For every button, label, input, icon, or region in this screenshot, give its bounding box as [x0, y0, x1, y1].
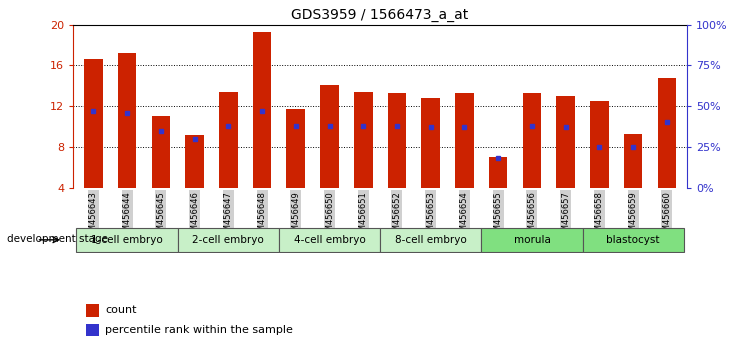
Text: GSM456655: GSM456655 [493, 191, 503, 242]
Bar [455, 93, 474, 188]
Bar [219, 92, 238, 188]
Text: GSM456652: GSM456652 [393, 191, 401, 242]
FancyBboxPatch shape [178, 228, 279, 252]
Bar [354, 92, 373, 188]
Text: GSM456660: GSM456660 [662, 191, 671, 242]
FancyBboxPatch shape [77, 228, 178, 252]
Bar [84, 59, 102, 188]
FancyBboxPatch shape [380, 228, 481, 252]
Text: GSM456643: GSM456643 [89, 191, 98, 242]
Text: 2-cell embryo: 2-cell embryo [192, 235, 264, 245]
Text: 4-cell embryo: 4-cell embryo [294, 235, 366, 245]
Text: GSM456646: GSM456646 [190, 191, 199, 242]
Bar [556, 96, 575, 188]
Bar [253, 32, 271, 188]
Text: GSM456653: GSM456653 [426, 191, 435, 242]
Bar [387, 93, 406, 188]
Bar [523, 93, 541, 188]
Bar [86, 304, 99, 317]
Text: morula: morula [513, 235, 550, 245]
Bar [151, 116, 170, 188]
Bar [320, 85, 338, 188]
Bar [422, 98, 440, 188]
Bar [590, 101, 609, 188]
Text: percentile rank within the sample: percentile rank within the sample [105, 325, 293, 335]
Text: GSM456648: GSM456648 [257, 191, 267, 242]
FancyBboxPatch shape [279, 228, 380, 252]
Bar [118, 53, 137, 188]
Text: GSM456654: GSM456654 [460, 191, 469, 242]
Text: blastocyst: blastocyst [607, 235, 660, 245]
Text: count: count [105, 305, 137, 315]
Text: GSM456650: GSM456650 [325, 191, 334, 242]
Text: GSM456644: GSM456644 [123, 191, 132, 242]
Text: GSM456657: GSM456657 [561, 191, 570, 242]
Bar [658, 78, 676, 188]
Text: GSM456645: GSM456645 [156, 191, 165, 242]
Text: GSM456658: GSM456658 [595, 191, 604, 242]
Text: GSM456659: GSM456659 [629, 191, 637, 242]
FancyBboxPatch shape [481, 228, 583, 252]
Bar [624, 134, 643, 188]
Text: GSM456656: GSM456656 [528, 191, 537, 242]
Bar [489, 157, 507, 188]
Bar [86, 324, 99, 336]
Text: 1-cell embryo: 1-cell embryo [91, 235, 163, 245]
Bar [287, 109, 305, 188]
Title: GDS3959 / 1566473_a_at: GDS3959 / 1566473_a_at [292, 8, 469, 22]
Text: GSM456649: GSM456649 [291, 191, 300, 242]
Text: GSM456647: GSM456647 [224, 191, 232, 242]
FancyBboxPatch shape [583, 228, 683, 252]
Bar [185, 135, 204, 188]
Text: 8-cell embryo: 8-cell embryo [395, 235, 466, 245]
Text: development stage: development stage [7, 234, 108, 244]
Text: GSM456651: GSM456651 [359, 191, 368, 242]
